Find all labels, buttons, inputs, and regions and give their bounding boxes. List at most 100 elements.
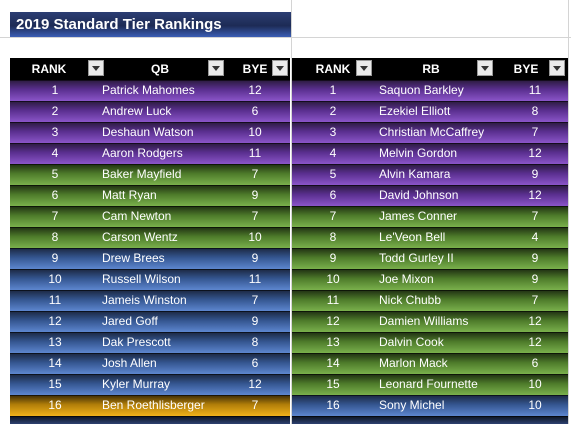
rb-rows: 1 Saquon Barkley 11 2 Ezekiel Elliott 8 3 Chris…: [292, 80, 568, 416]
rank-cell: 6: [51, 188, 59, 202]
table-row[interactable]: 12 Damien Williams 12: [292, 311, 568, 332]
table-row[interactable]: 7 Cam Newton 7: [10, 206, 290, 227]
table-row[interactable]: 10 Russell Wilson 11: [10, 269, 290, 290]
table-row[interactable]: 3 Christian McCaffrey 7: [292, 122, 568, 143]
rank-cell: 15: [326, 377, 340, 391]
table-row[interactable]: 13 Dak Prescott 8: [10, 332, 290, 353]
table-row[interactable]: 10 Joe Mixon 9: [292, 269, 568, 290]
bye-week-cell: 12: [248, 83, 262, 97]
player-name-cell: Sony Michel: [379, 398, 445, 412]
bye-week-cell: 11: [528, 83, 542, 97]
rb-filter-dropdown-icon[interactable]: [477, 60, 493, 76]
table-row[interactable]: 14 Marlon Mack 6: [292, 353, 568, 374]
table-row[interactable]: 15 Kyler Murray 12: [10, 374, 290, 395]
rank-cell: 3: [329, 125, 337, 139]
rank-cell: 9: [329, 251, 337, 265]
bye-filter-dropdown-icon[interactable]: [272, 60, 288, 76]
bye-column-header: BYE: [242, 62, 268, 76]
bye-week-cell: 12: [528, 314, 542, 328]
rank-cell: 7: [51, 209, 59, 223]
bye-week-cell: 8: [251, 335, 259, 349]
qb-filter-dropdown-icon[interactable]: [208, 60, 224, 76]
rank-filter-dropdown-icon[interactable]: [356, 60, 372, 76]
table-row[interactable]: 2 Andrew Luck 6: [10, 101, 290, 122]
bye-week-cell: 6: [251, 356, 259, 370]
table-row[interactable]: 9 Drew Brees 9: [10, 248, 290, 269]
player-name-cell: Patrick Mahomes: [102, 83, 195, 97]
rank-cell: 3: [51, 125, 59, 139]
rb-header-row: RANK RB BYE: [292, 58, 568, 80]
table-row[interactable]: 3 Deshaun Watson 10: [10, 122, 290, 143]
bye-week-cell: 8: [531, 104, 539, 118]
player-name-cell: Le'Veon Bell: [379, 230, 446, 244]
rank-cell: 14: [48, 356, 62, 370]
bye-week-cell: 9: [531, 251, 539, 265]
qb-header-row: RANK QB BYE: [10, 58, 290, 80]
player-name-cell: Damien Williams: [379, 314, 469, 328]
table-row[interactable]: 4 Melvin Gordon 12: [292, 143, 568, 164]
table-row[interactable]: 8 Le'Veon Bell 4: [292, 227, 568, 248]
rank-cell: 1: [51, 83, 59, 97]
bye-week-cell: 12: [528, 146, 542, 160]
player-name-cell: Melvin Gordon: [379, 146, 458, 160]
table-row[interactable]: 16 Ben Roethlisberger 7: [10, 395, 290, 416]
table-row[interactable]: 5 Baker Mayfield 7: [10, 164, 290, 185]
player-name-cell: Carson Wentz: [102, 230, 178, 244]
bye-week-cell: 9: [251, 251, 259, 265]
player-name-cell: Baker Mayfield: [102, 167, 182, 181]
bye-week-cell: 7: [251, 167, 259, 181]
bye-week-cell: 7: [251, 398, 259, 412]
bye-week-cell: 12: [248, 377, 262, 391]
table-row[interactable]: 8 Carson Wentz 10: [10, 227, 290, 248]
bye-week-cell: 7: [531, 293, 539, 307]
bye-week-cell: 10: [528, 377, 542, 391]
table-row[interactable]: 13 Dalvin Cook 12: [292, 332, 568, 353]
bye-week-cell: 11: [248, 272, 262, 286]
table-row[interactable]: 7 James Conner 7: [292, 206, 568, 227]
bye-week-cell: 6: [251, 104, 259, 118]
player-name-cell: Todd Gurley II: [379, 251, 454, 265]
rank-cell: 16: [326, 398, 340, 412]
player-name-cell: Dak Prescott: [102, 335, 171, 349]
bye-week-cell: 12: [528, 335, 542, 349]
table-row[interactable]: 9 Todd Gurley II 9: [292, 248, 568, 269]
rank-cell: 5: [51, 167, 59, 181]
player-name-cell: Cam Newton: [102, 209, 172, 223]
bye-filter-dropdown-icon[interactable]: [549, 60, 565, 76]
bye-week-cell: 12: [528, 188, 542, 202]
bye-week-cell: 7: [531, 209, 539, 223]
qb-rankings-table: RANK QB BYE 1 Patrick Mahomes 12 2 Andrew Lu…: [10, 58, 290, 416]
rank-cell: 12: [48, 314, 62, 328]
rank-column-header: RANK: [31, 62, 67, 76]
rank-cell: 10: [326, 272, 340, 286]
table-row[interactable]: 6 Matt Ryan 9: [10, 185, 290, 206]
player-name-cell: Christian McCaffrey: [379, 125, 485, 139]
page-title: 2019 Standard Tier Rankings: [10, 12, 291, 37]
table-row[interactable]: 1 Saquon Barkley 11: [292, 80, 568, 101]
table-row[interactable]: 2 Ezekiel Elliott 8: [292, 101, 568, 122]
table-row[interactable]: 1 Patrick Mahomes 12: [10, 80, 290, 101]
table-row[interactable]: 5 Alvin Kamara 9: [292, 164, 568, 185]
bye-week-cell: 10: [248, 125, 262, 139]
rb-column-header: RB: [422, 62, 440, 76]
bye-week-cell: 7: [251, 209, 259, 223]
table-row[interactable]: 12 Jared Goff 9: [10, 311, 290, 332]
player-name-cell: Jameis Winston: [102, 293, 187, 307]
table-row[interactable]: 6 David Johnson 12: [292, 185, 568, 206]
table-row[interactable]: 11 Jameis Winston 7: [10, 290, 290, 311]
player-name-cell: Matt Ryan: [102, 188, 157, 202]
table-row[interactable]: 11 Nick Chubb 7: [292, 290, 568, 311]
grid-line: [568, 0, 569, 424]
player-name-cell: Russell Wilson: [102, 272, 181, 286]
qb-row-partial: [10, 416, 290, 424]
table-row[interactable]: 16 Sony Michel 10: [292, 395, 568, 416]
table-row[interactable]: 15 Leonard Fournette 10: [292, 374, 568, 395]
rank-filter-dropdown-icon[interactable]: [88, 60, 104, 76]
table-row[interactable]: 14 Josh Allen 6: [10, 353, 290, 374]
player-name-cell: Dalvin Cook: [379, 335, 444, 349]
qb-rows: 1 Patrick Mahomes 12 2 Andrew Luck 6 3 Deshaun …: [10, 80, 290, 416]
rank-cell: 14: [326, 356, 340, 370]
table-row[interactable]: 4 Aaron Rodgers 11: [10, 143, 290, 164]
rank-cell: 2: [51, 104, 59, 118]
bye-week-cell: 10: [248, 230, 262, 244]
